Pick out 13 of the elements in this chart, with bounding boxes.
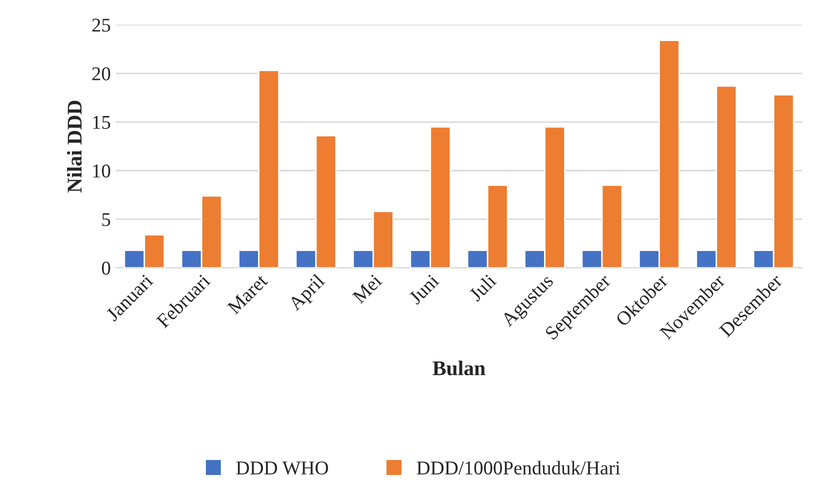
x-axis-title: Bulan: [432, 360, 486, 376]
legend-label: DDD/1000Penduduk/Hari: [416, 460, 620, 475]
y-tick-label: 20: [92, 67, 110, 80]
y-tick-label: 0: [102, 262, 110, 275]
y-tick-label: 10: [93, 164, 110, 178]
x-tick-label: Juni: [408, 273, 440, 306]
y-tick-label: 5: [102, 213, 110, 226]
y-tick-label: 15: [93, 116, 110, 129]
x-tick-label: Mei: [352, 273, 383, 304]
legend-label: DDD WHO: [236, 461, 328, 475]
x-tick-label: Juli: [468, 272, 497, 302]
y-axis-title: Nilai DDD: [67, 100, 82, 193]
y-tick-label: 25: [92, 18, 110, 32]
